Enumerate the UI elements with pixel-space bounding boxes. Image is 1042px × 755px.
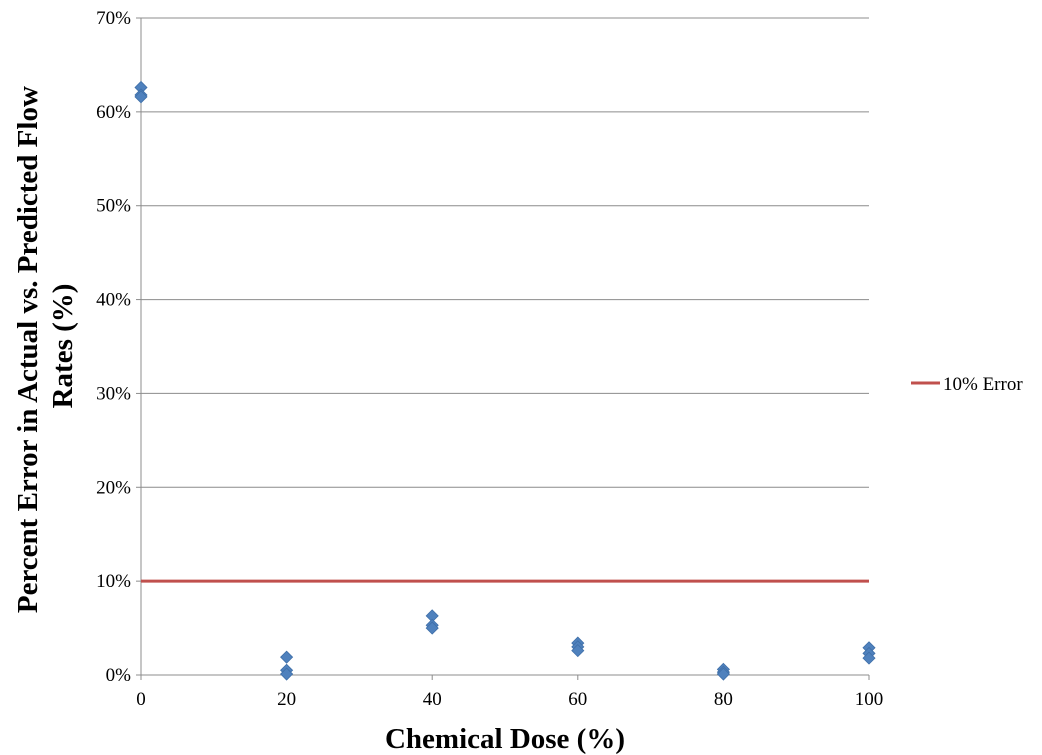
y-tick-label: 40% — [96, 290, 131, 311]
x-tick-label: 80 — [714, 689, 733, 710]
y-tick-label: 60% — [96, 102, 131, 123]
y-tick-label: 0% — [106, 665, 132, 686]
scatter-point — [280, 650, 294, 664]
y-axis-title: Percent Error in Actual vs. Predicted Fl… — [12, 79, 79, 613]
scatter-point — [134, 90, 148, 104]
y-tick-label: 30% — [96, 383, 131, 404]
x-tick-label: 40 — [423, 689, 442, 710]
scatter-point — [862, 651, 876, 665]
scatter-point — [571, 644, 585, 658]
x-axis-title: Chemical Dose (%) — [385, 723, 625, 755]
x-tick-label: 100 — [855, 689, 884, 710]
scatter-points — [134, 80, 876, 681]
x-tick-label: 60 — [568, 689, 587, 710]
scatter-point — [280, 667, 294, 681]
x-tick-label: 20 — [277, 689, 296, 710]
y-axis-title-line-2: Rates (%) — [47, 284, 79, 409]
y-tick-label: 10% — [96, 571, 131, 592]
x-tick-labels: 0 20 40 60 80 100 — [136, 689, 883, 710]
scatter-point — [716, 667, 730, 681]
y-tick-labels: 0% 10% 20% 30% 40% 50% 60% 70% — [96, 8, 131, 686]
legend-label: 10% Error — [943, 374, 1023, 395]
y-axis-title-line-1: Percent Error in Actual vs. Predicted Fl… — [12, 86, 44, 613]
y-tick-label: 70% — [96, 8, 131, 29]
gridlines — [141, 17, 869, 582]
y-tick-label: 20% — [96, 477, 131, 498]
axes — [136, 17, 870, 680]
x-tick-label: 0 — [136, 689, 146, 710]
legend: 10% Error — [911, 374, 1023, 395]
y-tick-label: 50% — [96, 196, 131, 217]
scatter-point — [425, 621, 439, 635]
